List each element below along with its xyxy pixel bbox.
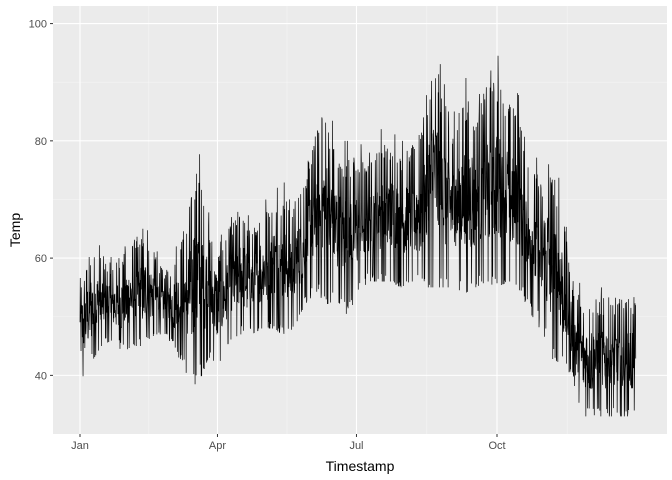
y-tick-label: 80 [35, 136, 47, 148]
x-tick-label: Jul [349, 440, 363, 452]
x-axis-title: Timestamp [326, 458, 395, 474]
x-tick-label: Apr [209, 440, 226, 452]
panel-background [53, 6, 667, 434]
x-tick-label: Jan [71, 440, 89, 452]
temp-series-line [79, 55, 637, 417]
y-tick-label: 100 [29, 19, 47, 31]
y-tick-label: 60 [35, 253, 47, 265]
series-layer [79, 55, 637, 417]
y-axis-title: Temp [7, 213, 23, 247]
x-axis: Jan Apr Jul Oct [71, 434, 506, 452]
x-tick-label: Oct [488, 440, 505, 452]
y-axis: 40 60 80 100 [29, 19, 53, 382]
y-tick-label: 40 [35, 370, 47, 382]
